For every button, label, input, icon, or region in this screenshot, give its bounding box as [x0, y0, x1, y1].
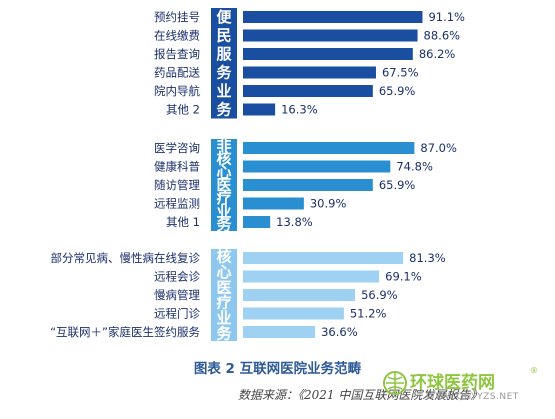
value-label: 86.2% — [419, 47, 456, 61]
category-label: 药品配送 — [154, 66, 200, 80]
category-label: 远程会诊 — [154, 270, 200, 284]
category-label: 院内导航 — [154, 84, 200, 98]
group-tag-char: 医 — [216, 176, 231, 194]
bar — [243, 307, 344, 320]
group-tag-char: 便 — [216, 8, 232, 26]
bar — [243, 11, 423, 23]
value-label: 67.5% — [382, 66, 419, 80]
group-tag-char: 心 — [216, 163, 231, 181]
watermark-text: 环球医药网 — [410, 373, 495, 393]
category-label: 部分常见病、慢性病在线复诊 — [51, 251, 201, 265]
bar — [243, 29, 418, 42]
bar — [243, 142, 415, 154]
group-tag-char: 民 — [216, 27, 231, 45]
category-label: 远程门诊 — [154, 307, 200, 321]
group-tag-char: 核 — [216, 150, 231, 168]
bar — [243, 48, 413, 60]
bar — [243, 216, 271, 228]
bar — [243, 160, 391, 173]
registered-mark: ® — [530, 366, 538, 375]
group-tag-char: 非 — [216, 137, 231, 155]
category-label: 预约挂号 — [154, 10, 200, 24]
bar — [243, 252, 404, 264]
group-tag-char: 务 — [216, 324, 232, 342]
value-label: 65.9% — [379, 84, 416, 98]
bar — [243, 103, 276, 116]
group-tag-char: 心 — [216, 263, 231, 281]
value-label: 16.3% — [281, 103, 318, 117]
category-label: 随访管理 — [154, 178, 200, 192]
bar — [243, 85, 373, 97]
value-label: 81.3% — [409, 251, 446, 265]
bar — [243, 179, 373, 191]
group-tag-char: 服 — [216, 45, 232, 63]
bar — [243, 326, 316, 338]
category-label: 医学咨询 — [154, 141, 200, 155]
group-tag-char: 业 — [216, 309, 231, 327]
value-label: 69.1% — [385, 270, 422, 284]
data-source-note: 数据来源：《2021 中国互联网医院发展报告》 — [238, 388, 483, 402]
category-label: 远程监测 — [154, 197, 200, 211]
value-label: 51.2% — [350, 307, 387, 321]
group-tag-char: 务 — [216, 100, 232, 118]
group-tag-char: 业 — [216, 82, 231, 100]
group-tag-1 — [211, 8, 237, 119]
value-label: 74.8% — [396, 160, 433, 174]
category-label: 在线缴费 — [154, 29, 200, 43]
category-label: 健康科普 — [154, 160, 200, 174]
group-tag-char: 医 — [216, 278, 231, 296]
group-tag-2 — [211, 139, 237, 231]
bar — [243, 66, 376, 79]
group-tag-char: 疗 — [216, 189, 231, 207]
value-label: 87.0% — [420, 141, 457, 155]
group-tag-char: 务 — [216, 215, 232, 233]
bar — [243, 197, 304, 210]
value-label: 13.8% — [276, 215, 313, 229]
category-label: 报告查询 — [154, 47, 200, 61]
watermark-url: WWW.QGYYZS.NET — [426, 392, 519, 402]
value-label: 36.6% — [321, 325, 358, 339]
group-tag-char: 核 — [216, 248, 231, 266]
category-label: 其他 2 — [166, 103, 200, 117]
group-tag-char: 务 — [216, 63, 232, 81]
value-label: 56.9% — [361, 288, 398, 302]
group-tag-char: 疗 — [216, 294, 231, 312]
group-tag-char: 业 — [216, 202, 231, 220]
value-label: 30.9% — [310, 197, 347, 211]
bar — [243, 270, 380, 283]
globe-logo-icon — [383, 371, 407, 395]
value-label: 65.9% — [379, 178, 416, 192]
category-label: 慢病管理 — [154, 288, 200, 302]
category-label: “互联网＋”家庭医生签约服务 — [50, 325, 200, 339]
value-label: 91.1% — [428, 10, 465, 24]
category-label: 其他 1 — [166, 215, 200, 229]
bar — [243, 289, 356, 301]
value-label: 88.6% — [424, 29, 461, 43]
watermark: 环球医药网 ® WWW.QGYYZS.NET — [382, 366, 542, 410]
figure-caption: 图表 2 互联网医院业务范畴 — [193, 361, 362, 377]
group-tag-3 — [211, 249, 237, 341]
